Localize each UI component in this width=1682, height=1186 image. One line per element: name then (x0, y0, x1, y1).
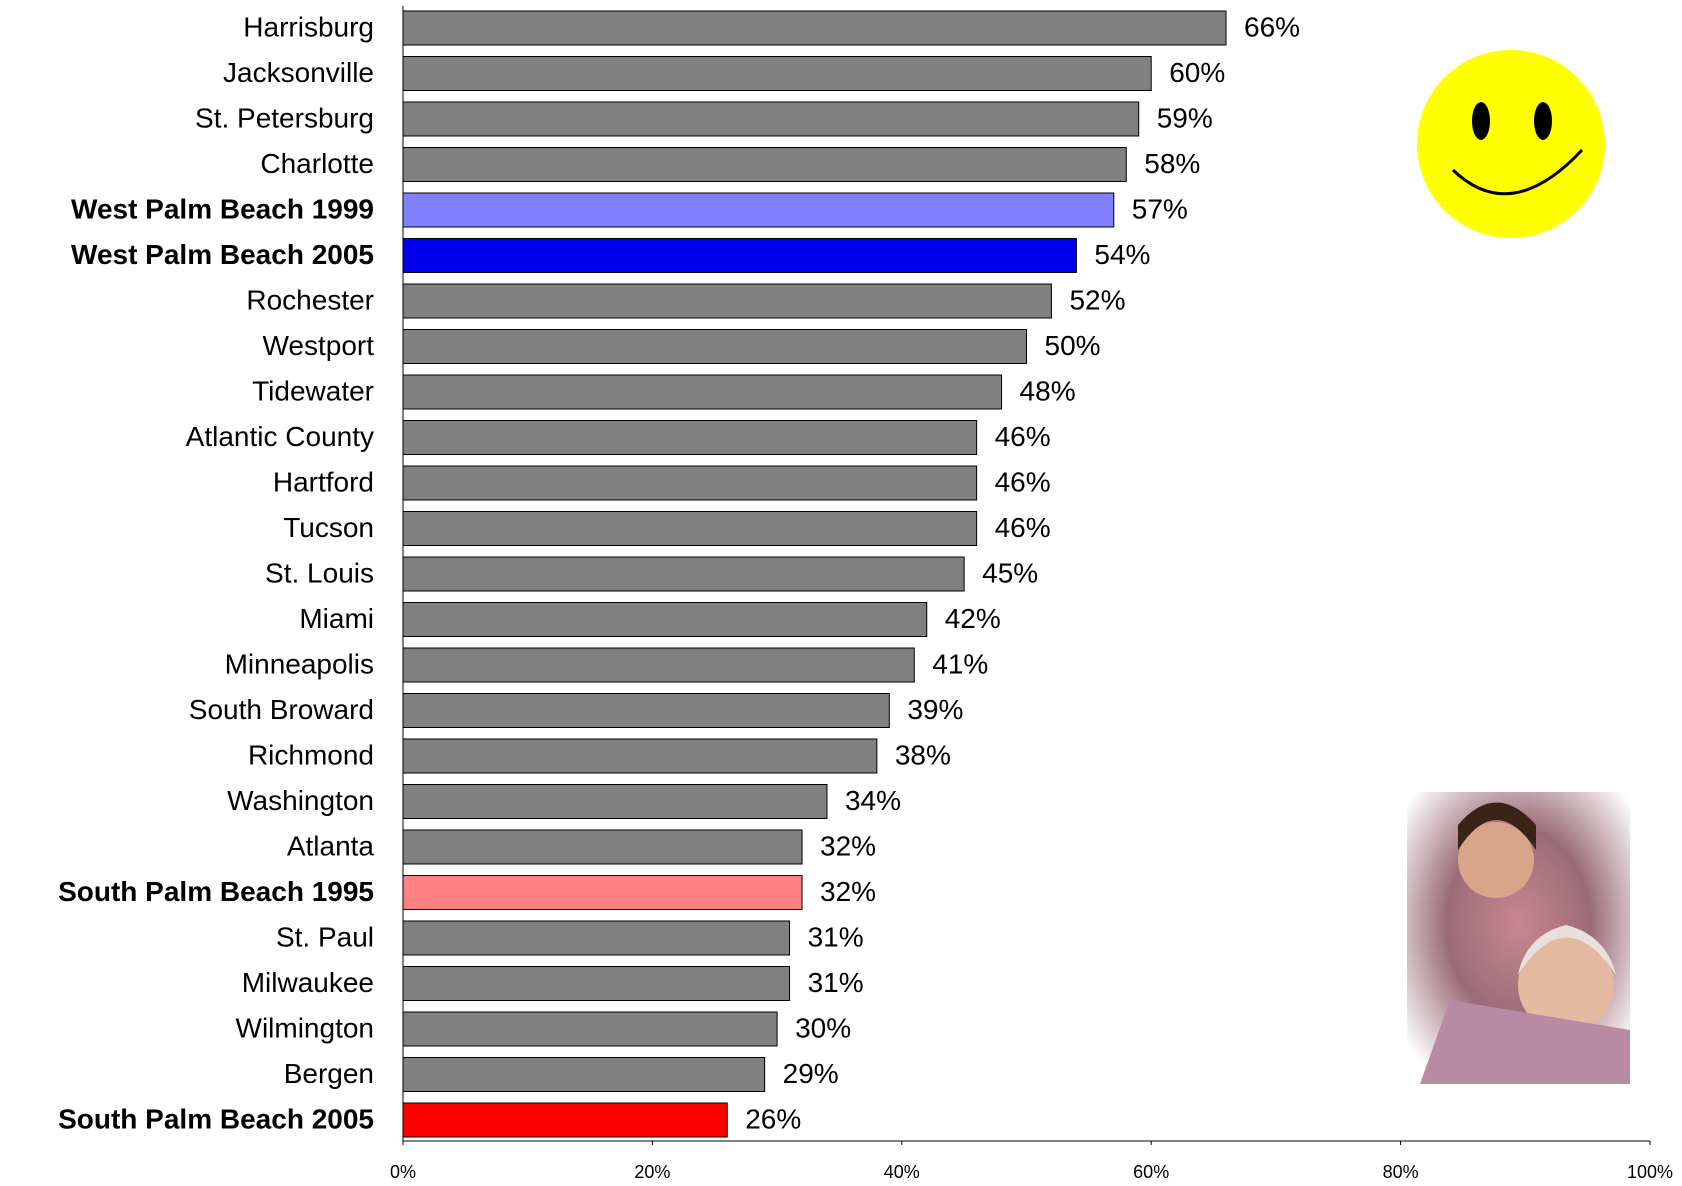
bar (402, 147, 1127, 182)
category-label: St. Petersburg (195, 102, 374, 133)
category-label: Wilmington (236, 1012, 374, 1043)
category-label: Bergen (284, 1058, 374, 1089)
bar (402, 238, 1077, 273)
value-label: 59% (1157, 102, 1213, 133)
x-tick-label: 100% (1627, 1162, 1673, 1182)
category-label: Richmond (248, 739, 374, 770)
category-label: Minneapolis (225, 648, 374, 679)
value-label: 32% (820, 876, 876, 907)
value-label: 52% (1069, 284, 1125, 315)
bar (402, 374, 1003, 410)
value-label: 26% (745, 1103, 801, 1134)
bar (402, 556, 965, 592)
bar (402, 192, 1115, 228)
category-label: Atlanta (287, 830, 375, 861)
category-label: South Broward (189, 694, 374, 725)
bar (402, 1011, 778, 1047)
value-label: 29% (783, 1058, 839, 1089)
value-label: 50% (1045, 330, 1101, 361)
bar (402, 420, 978, 455)
bar (402, 784, 828, 819)
category-label: Washington (227, 785, 374, 816)
photo (1407, 792, 1630, 1084)
value-label: 48% (1020, 375, 1076, 406)
value-label: 66% (1244, 11, 1300, 42)
value-label: 41% (932, 648, 988, 679)
bar (402, 602, 928, 637)
category-label: Harrisburg (243, 11, 374, 42)
value-label: 31% (808, 967, 864, 998)
bar (402, 101, 1140, 137)
x-tick-label: 80% (1383, 1162, 1419, 1182)
bar (402, 693, 890, 728)
value-label: 58% (1144, 148, 1200, 179)
bar (402, 465, 978, 501)
x-tick-label: 60% (1133, 1162, 1169, 1182)
bar (402, 920, 791, 956)
category-label: Westport (262, 330, 374, 361)
value-label: 30% (795, 1012, 851, 1043)
value-label: 46% (995, 421, 1051, 452)
category-label: St. Paul (276, 921, 374, 952)
value-label: 60% (1169, 57, 1225, 88)
value-label: 39% (907, 694, 963, 725)
category-label: Tucson (283, 512, 374, 543)
value-label: 46% (995, 466, 1051, 497)
bar (402, 875, 803, 910)
value-label: 54% (1094, 239, 1150, 270)
bar (402, 511, 978, 546)
value-label: 42% (945, 603, 1001, 634)
value-label: 57% (1132, 193, 1188, 224)
bar (402, 329, 1027, 364)
smiley (1417, 50, 1605, 238)
category-label: South Palm Beach 1995 (58, 876, 374, 907)
value-label: 38% (895, 739, 951, 770)
category-label: Charlotte (260, 148, 374, 179)
x-tick-label: 20% (634, 1162, 670, 1182)
value-label: 45% (982, 557, 1038, 588)
x-tick-label: 0% (390, 1162, 416, 1182)
value-label: 46% (995, 512, 1051, 543)
category-label: Tidewater (252, 375, 374, 406)
bar (402, 1057, 766, 1092)
category-label: West Palm Beach 1999 (71, 193, 374, 224)
bar (402, 829, 803, 865)
bar (402, 738, 878, 774)
category-label: Jacksonville (223, 57, 374, 88)
category-label: West Palm Beach 2005 (71, 239, 374, 270)
category-label: Miami (299, 603, 374, 634)
category-label: Rochester (246, 284, 374, 315)
bar (402, 10, 1227, 46)
value-label: 34% (845, 785, 901, 816)
value-label: 32% (820, 830, 876, 861)
value-label: 31% (808, 921, 864, 952)
plot-area: 0% 20% 40% 60% 80% 100% Harrisburg 66% Jacksonvi… (58, 6, 1673, 1182)
bar (402, 966, 791, 1001)
category-label: St. Louis (265, 557, 374, 588)
category-label: South Palm Beach 2005 (58, 1103, 374, 1134)
bar (402, 647, 915, 683)
x-tick-label: 40% (884, 1162, 920, 1182)
category-label: Milwaukee (242, 967, 374, 998)
category-label: Hartford (273, 466, 374, 497)
bar (402, 1102, 728, 1138)
category-label: Atlantic County (186, 421, 374, 452)
bar (402, 283, 1052, 319)
bar (402, 56, 1152, 91)
